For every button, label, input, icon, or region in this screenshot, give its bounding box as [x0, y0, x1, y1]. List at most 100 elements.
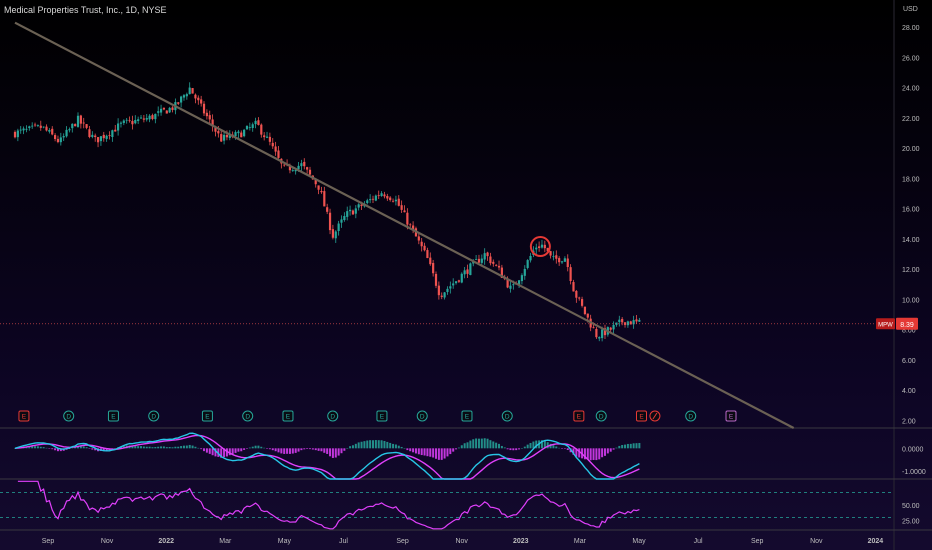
- dividend-marker[interactable]: [501, 410, 513, 422]
- candle-body: [449, 286, 452, 289]
- macd-histogram-bar: [263, 447, 266, 449]
- dividend-marker[interactable]: [63, 410, 75, 422]
- candle-body: [469, 263, 472, 276]
- candle-body: [403, 210, 406, 213]
- candle-body: [560, 261, 564, 263]
- macd-histogram-bar: [440, 448, 443, 460]
- macd-tick-label: -1.0000: [902, 469, 926, 476]
- candle-body: [394, 199, 398, 202]
- macd-line[interactable]: [14, 432, 640, 480]
- earnings-marker[interactable]: [376, 410, 388, 422]
- candle-body: [343, 215, 346, 221]
- candle-body: [360, 204, 363, 206]
- earnings-marker[interactable]: [282, 410, 294, 422]
- candle-body: [145, 118, 148, 120]
- macd-histogram-bar: [323, 448, 326, 453]
- macd-histogram-bar: [543, 440, 546, 449]
- macd-histogram-bar: [283, 448, 286, 454]
- time-axis[interactable]: Sep Nov 2022 Mar May Jul Sep Nov 2023 Mar May Jul Se…: [42, 538, 884, 545]
- candle-body: [91, 134, 94, 138]
- event-marker-label: D: [66, 414, 71, 421]
- candle-body: [39, 125, 42, 128]
- earnings-marker[interactable]: [636, 410, 647, 422]
- dividend-marker[interactable]: [148, 410, 160, 422]
- dividend-marker[interactable]: [327, 410, 339, 422]
- macd-pane[interactable]: [14, 432, 641, 480]
- candle-body: [446, 288, 449, 293]
- macd-histogram-bar: [518, 448, 521, 450]
- candle-body: [36, 125, 40, 126]
- highlight-circle[interactable]: [529, 236, 551, 258]
- macd-histogram-bar: [480, 438, 483, 449]
- dividend-marker[interactable]: [685, 410, 697, 422]
- event-marker-label: E: [380, 414, 385, 421]
- trendline[interactable]: [14, 21, 795, 429]
- candle-body: [142, 118, 145, 120]
- macd-histogram-bar: [426, 448, 429, 457]
- event-marker-label: E: [577, 414, 582, 421]
- candle-body: [157, 111, 160, 113]
- candle-body: [240, 132, 243, 138]
- earnings-marker[interactable]: [461, 410, 473, 422]
- rsi-pane[interactable]: [0, 480, 894, 530]
- macd-histogram-bar: [214, 448, 217, 457]
- candle-body: [228, 133, 231, 138]
- candle-body: [460, 273, 463, 283]
- macd-signal-line[interactable]: [14, 434, 640, 480]
- macd-histogram-bar: [486, 438, 489, 449]
- candle-body: [535, 247, 538, 250]
- earnings-marker[interactable]: [201, 410, 213, 422]
- earnings-marker[interactable]: [573, 410, 585, 422]
- dividend-marker[interactable]: [242, 410, 254, 422]
- dividend-marker[interactable]: [416, 410, 428, 422]
- dividend-marker[interactable]: [595, 410, 607, 422]
- rsi-line[interactable]: [17, 480, 640, 530]
- macd-histogram-bar: [268, 448, 271, 450]
- earnings-marker[interactable]: [107, 410, 119, 422]
- price-tick-label: 10.00: [902, 297, 920, 304]
- macd-histogram-bar: [131, 446, 134, 449]
- price-pane[interactable]: MPW E D E D E D E D E D E D E D E D E: [0, 21, 895, 429]
- candle-body: [328, 212, 332, 231]
- candle-body: [626, 321, 629, 326]
- candle-body: [420, 241, 423, 247]
- candle-body: [371, 198, 375, 200]
- macd-histogram-bar: [586, 448, 589, 460]
- macd-histogram-bar: [509, 448, 512, 451]
- macd-histogram-bar: [291, 448, 294, 454]
- macd-histogram-bar: [558, 447, 561, 449]
- macd-histogram-bar: [134, 446, 137, 449]
- price-tick-label: 22.00: [902, 116, 920, 123]
- macd-histogram-bar: [294, 448, 297, 453]
- candle-body: [586, 313, 589, 318]
- price-tick-label: 14.00: [902, 237, 920, 244]
- macd-histogram-bar: [31, 446, 34, 449]
- macd-histogram-bar: [618, 445, 621, 449]
- macd-histogram-bar: [529, 442, 532, 449]
- candle-body: [635, 319, 638, 322]
- event-marker-label: D: [330, 414, 335, 421]
- macd-histogram-bar: [555, 446, 558, 449]
- macd-histogram-bar: [314, 448, 317, 451]
- macd-histogram-bar: [437, 448, 440, 460]
- candle-body: [214, 127, 217, 132]
- price-axis[interactable]: 28.00 26.00 24.00 22.00 20.00 18.00 16.00 14.00…: [896, 25, 926, 526]
- macd-histogram-bar: [566, 448, 569, 450]
- macd-histogram-bar: [380, 440, 383, 449]
- macd-histogram-bar: [526, 444, 529, 449]
- time-tick-label: Jul: [694, 538, 703, 545]
- candle-body: [111, 130, 114, 137]
- candle-body: [411, 225, 415, 230]
- macd-histogram-bar: [561, 448, 564, 449]
- candle-body: [137, 119, 140, 122]
- earnings-marker[interactable]: [725, 410, 737, 422]
- macd-histogram-bar: [154, 447, 157, 449]
- price-tick-label: 16.00: [902, 207, 920, 214]
- macd-histogram-bar: [609, 448, 612, 452]
- earnings-marker[interactable]: [18, 410, 30, 422]
- time-tick-label: Sep: [42, 538, 55, 545]
- candle-body: [575, 290, 578, 298]
- macd-histogram-bar: [601, 448, 604, 458]
